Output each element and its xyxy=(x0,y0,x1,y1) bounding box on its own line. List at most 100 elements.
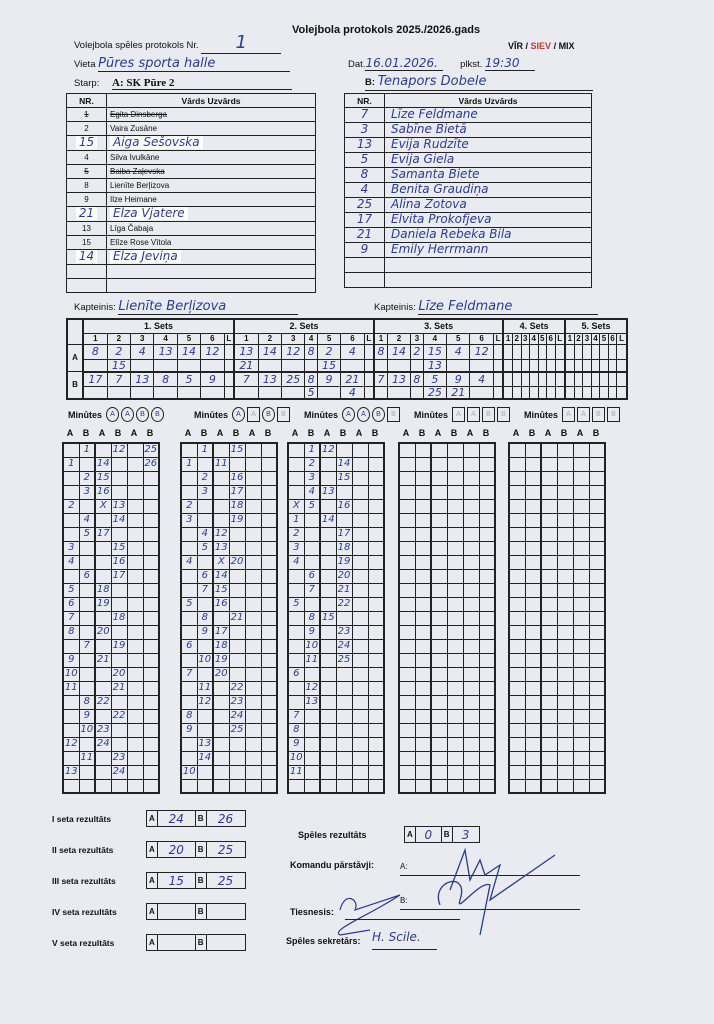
lineup-cell[interactable] xyxy=(340,358,365,372)
score-cell[interactable] xyxy=(414,680,432,696)
score-cell[interactable] xyxy=(351,512,369,528)
score-cell[interactable] xyxy=(462,638,480,654)
score-cell[interactable] xyxy=(110,582,128,598)
score-cell[interactable] xyxy=(462,610,480,626)
score-cell[interactable] xyxy=(478,554,496,570)
lineup-cell[interactable] xyxy=(554,370,566,387)
score-cell[interactable]: 9 xyxy=(196,624,214,640)
score-cell[interactable]: 16 xyxy=(335,498,353,514)
score-cell[interactable]: 11 xyxy=(196,680,214,696)
lineup-cell[interactable] xyxy=(153,358,178,372)
score-cell[interactable] xyxy=(414,610,432,626)
set-result-a[interactable] xyxy=(158,935,196,950)
score-cell[interactable] xyxy=(126,512,144,528)
lineup-cell[interactable]: 5 xyxy=(304,386,318,400)
score-cell[interactable] xyxy=(446,470,464,486)
score-cell[interactable] xyxy=(462,526,480,542)
score-cell[interactable] xyxy=(126,456,144,472)
score-cell[interactable] xyxy=(244,750,262,766)
score-cell[interactable] xyxy=(142,596,160,612)
score-cell[interactable] xyxy=(228,764,246,780)
score-cell[interactable] xyxy=(287,778,305,794)
score-cell[interactable] xyxy=(430,680,448,696)
lineup-cell[interactable] xyxy=(520,358,530,372)
score-cell[interactable] xyxy=(430,582,448,598)
player-name[interactable]: Baiba Zaļevska xyxy=(106,164,316,179)
score-cell[interactable] xyxy=(367,610,385,626)
score-cell[interactable] xyxy=(351,624,369,640)
lineup-cell[interactable] xyxy=(257,358,283,372)
lineup-cell[interactable] xyxy=(512,358,522,372)
score-cell[interactable] xyxy=(62,484,80,500)
score-cell[interactable] xyxy=(180,526,198,542)
score-cell[interactable] xyxy=(367,596,385,612)
lineup-cell[interactable]: 8 xyxy=(304,343,318,360)
score-cell[interactable] xyxy=(540,750,558,766)
score-cell[interactable] xyxy=(287,624,305,640)
score-cell[interactable] xyxy=(110,470,128,486)
lineup-cell[interactable]: 9 xyxy=(446,370,471,387)
score-cell[interactable] xyxy=(94,750,112,766)
score-cell[interactable] xyxy=(556,778,574,794)
lineup-cell[interactable] xyxy=(363,343,375,360)
score-cell[interactable] xyxy=(287,694,305,710)
score-cell[interactable] xyxy=(430,456,448,472)
score-cell[interactable]: 17 xyxy=(335,526,353,542)
score-cell[interactable] xyxy=(244,778,262,794)
score-cell[interactable] xyxy=(524,498,542,514)
score-cell[interactable] xyxy=(110,484,128,500)
score-cell[interactable] xyxy=(524,694,542,710)
match-result-b[interactable]: 3 xyxy=(461,827,470,842)
timeout-box[interactable]: A xyxy=(452,407,466,422)
score-cell[interactable] xyxy=(351,722,369,738)
score-cell[interactable] xyxy=(126,778,144,794)
score-cell[interactable]: 8 xyxy=(180,708,198,724)
lineup-cell[interactable] xyxy=(599,343,609,360)
score-cell[interactable] xyxy=(462,778,480,794)
score-cell[interactable] xyxy=(351,596,369,612)
score-cell[interactable] xyxy=(414,778,432,794)
set-result-b[interactable] xyxy=(207,904,245,919)
score-cell[interactable] xyxy=(287,582,305,598)
score-cell[interactable] xyxy=(367,582,385,598)
score-cell[interactable] xyxy=(62,526,80,542)
score-cell[interactable] xyxy=(398,470,416,486)
score-cell[interactable] xyxy=(244,582,262,598)
score-cell[interactable] xyxy=(287,610,305,626)
score-cell[interactable] xyxy=(260,750,278,766)
score-cell[interactable] xyxy=(462,764,480,780)
score-cell[interactable]: 11 xyxy=(78,750,96,766)
score-cell[interactable] xyxy=(414,722,432,738)
lineup-cell[interactable] xyxy=(502,386,514,400)
lineup-cell[interactable]: 15 xyxy=(106,358,132,372)
score-cell[interactable] xyxy=(94,610,112,626)
score-cell[interactable]: 15 xyxy=(212,582,230,598)
score-cell[interactable] xyxy=(367,484,385,500)
score-cell[interactable] xyxy=(508,470,526,486)
score-cell[interactable] xyxy=(430,778,448,794)
score-cell[interactable] xyxy=(572,680,590,696)
score-cell[interactable]: 7 xyxy=(303,582,321,598)
score-cell[interactable] xyxy=(430,442,448,458)
score-cell[interactable] xyxy=(303,736,321,752)
score-cell[interactable] xyxy=(556,750,574,766)
date-field[interactable]: 16.01.2026. xyxy=(365,56,444,71)
score-cell[interactable]: 8 xyxy=(62,624,80,640)
lineup-cell[interactable] xyxy=(373,358,388,372)
player-name[interactable]: Egita Dinsberga xyxy=(106,107,316,122)
score-cell[interactable] xyxy=(478,652,496,668)
score-cell[interactable] xyxy=(414,582,432,598)
score-cell[interactable] xyxy=(414,624,432,640)
score-cell[interactable] xyxy=(110,736,128,752)
score-cell[interactable] xyxy=(287,638,305,654)
score-cell[interactable] xyxy=(212,708,230,724)
score-cell[interactable] xyxy=(446,540,464,556)
score-cell[interactable] xyxy=(446,778,464,794)
score-cell[interactable] xyxy=(414,638,432,654)
gender-mix[interactable]: / MIX xyxy=(553,41,575,51)
score-cell[interactable] xyxy=(588,484,606,500)
score-cell[interactable] xyxy=(572,540,590,556)
player-number[interactable]: 21 xyxy=(344,227,385,243)
score-cell[interactable] xyxy=(430,750,448,766)
player-number[interactable]: 4 xyxy=(344,182,385,198)
